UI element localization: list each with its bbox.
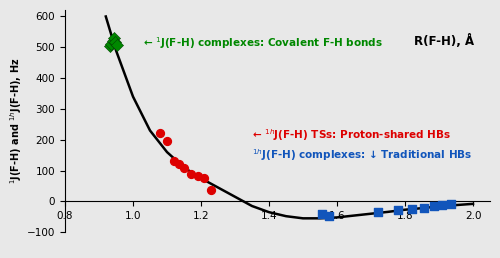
Point	[194, 174, 202, 178]
Y-axis label: $^{1}$J(F-H) and $^{1h}$J(F-H), Hz: $^{1}$J(F-H) and $^{1h}$J(F-H), Hz	[8, 58, 24, 184]
Point	[163, 139, 171, 143]
Point	[107, 42, 115, 46]
Point	[447, 202, 455, 206]
Point	[187, 172, 195, 176]
Point	[318, 212, 326, 216]
Point	[430, 204, 438, 208]
Text: $^{1h}$J(F-H) complexes: ↓ Traditional HBs: $^{1h}$J(F-H) complexes: ↓ Traditional H…	[252, 147, 472, 163]
Text: ← $^{1h}$J(F-H) TSs: Proton-shared HBs: ← $^{1h}$J(F-H) TSs: Proton-shared HBs	[252, 127, 451, 143]
Point	[110, 36, 118, 40]
Point	[112, 43, 120, 47]
Point	[106, 44, 114, 48]
Point	[420, 205, 428, 209]
Point	[200, 176, 208, 180]
Point	[207, 188, 215, 192]
Point	[438, 203, 446, 207]
Point	[394, 208, 402, 212]
Point	[156, 131, 164, 135]
Text: R(F-H), Å: R(F-H), Å	[414, 34, 474, 49]
Point	[408, 207, 416, 211]
Point	[108, 38, 116, 43]
Point	[180, 166, 188, 170]
Point	[175, 162, 183, 166]
Text: ← $^{1}$J(F-H) complexes: Covalent F-H bonds: ← $^{1}$J(F-H) complexes: Covalent F-H b…	[143, 35, 383, 51]
Point	[112, 40, 120, 44]
Point	[374, 210, 382, 214]
Point	[170, 159, 178, 163]
Point	[324, 214, 332, 218]
